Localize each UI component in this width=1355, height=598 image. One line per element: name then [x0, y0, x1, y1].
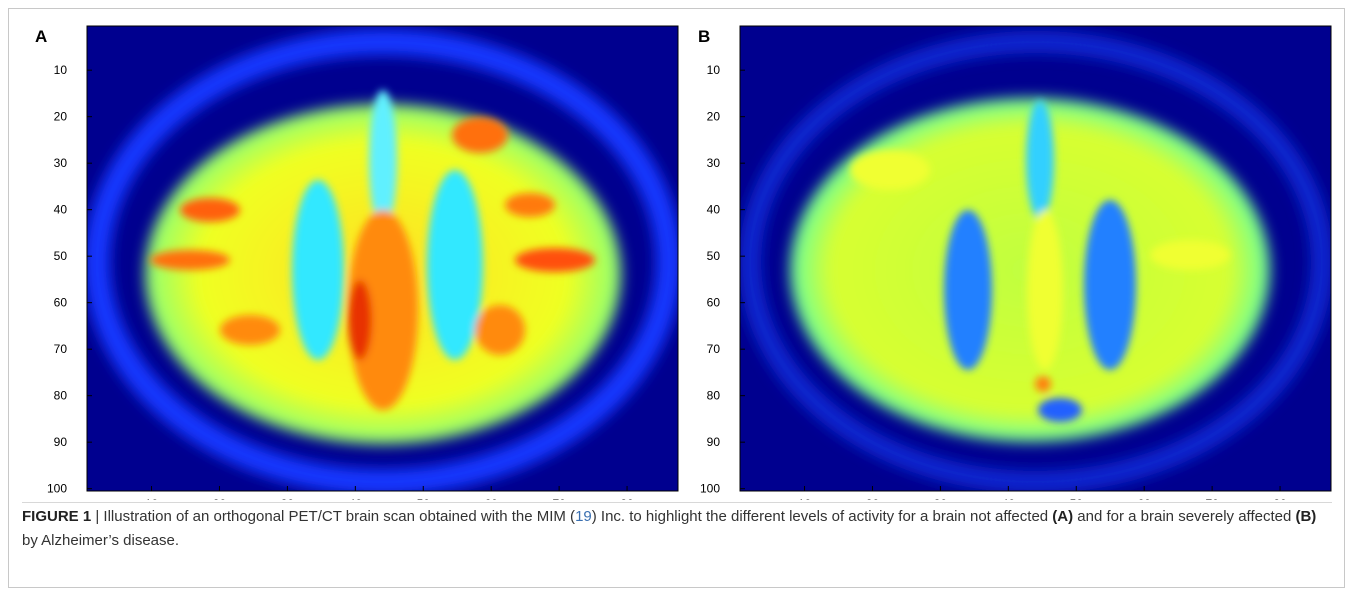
page: A B 10 20 30 40 50 60 70 80 10 20 30 40 50 60 70 80 90 10…: [0, 0, 1355, 598]
x-tick-label: 70: [1205, 497, 1219, 500]
y-tick-label: 60: [707, 296, 721, 310]
y-tick-label: 100: [700, 482, 720, 496]
y-tick-label: 40: [54, 203, 68, 217]
y-tick-label: 30: [54, 156, 68, 170]
y-tick-label: 80: [707, 389, 721, 403]
y-tick-label: 40: [707, 203, 721, 217]
y-tick-label: 60: [54, 296, 68, 310]
scan-image-b: [740, 26, 1331, 491]
x-tick-label: 80: [1273, 497, 1287, 500]
y-tick-label: 70: [54, 342, 68, 356]
figure-label: FIGURE 1: [22, 508, 91, 525]
panel-label: B: [698, 27, 710, 46]
caption-text: and for a brain severely affected: [1073, 508, 1295, 525]
x-tick-label: 80: [620, 497, 634, 500]
x-tick-label: 40: [1002, 497, 1016, 500]
y-tick-label: 90: [54, 435, 68, 449]
y-tick-label: 10: [707, 63, 721, 77]
x-tick-label: 30: [281, 497, 295, 500]
y-tick-label: 30: [707, 156, 721, 170]
x-tick-label: 10: [145, 497, 159, 500]
x-tick-label: 20: [213, 497, 227, 500]
y-tick-label: 10: [54, 63, 68, 77]
panel-label: A: [35, 27, 47, 46]
x-tick-label: 60: [1138, 497, 1152, 500]
caption-text: ) Inc. to highlight the different levels…: [592, 508, 1053, 525]
caption-text: | Illustration of an orthogonal PET/CT b…: [91, 508, 575, 525]
x-tick-label: 50: [417, 497, 431, 500]
x-tick-label: 30: [934, 497, 948, 500]
y-tick-label: 50: [54, 249, 68, 263]
y-tick-label: 100: [47, 482, 67, 496]
y-tick-label: 90: [707, 435, 721, 449]
x-tick-label: 70: [552, 497, 566, 500]
caption: FIGURE 1 | Illustration of an orthogonal…: [22, 502, 1332, 553]
y-tick-label: 70: [707, 342, 721, 356]
y-tick-label: 50: [707, 249, 721, 263]
figure: A B 10 20 30 40 50 60 70 80 10 20 30 40 50 60 70 80 90 10…: [0, 0, 1355, 500]
y-tick-label: 20: [54, 110, 68, 124]
x-tick-label: 10: [798, 497, 812, 500]
panel-ref: (A): [1052, 508, 1073, 525]
reference-link[interactable]: 19: [575, 508, 592, 525]
x-tick-label: 40: [349, 497, 363, 500]
y-tick-label: 80: [54, 389, 68, 403]
x-tick-label: 50: [1070, 497, 1084, 500]
y-tick-label: 20: [707, 110, 721, 124]
caption-text: by Alzheimer’s disease.: [22, 532, 179, 549]
x-tick-label: 20: [866, 497, 880, 500]
scan-image-a: [87, 26, 678, 491]
panel-ref: (B): [1295, 508, 1316, 525]
x-tick-label: 60: [485, 497, 499, 500]
